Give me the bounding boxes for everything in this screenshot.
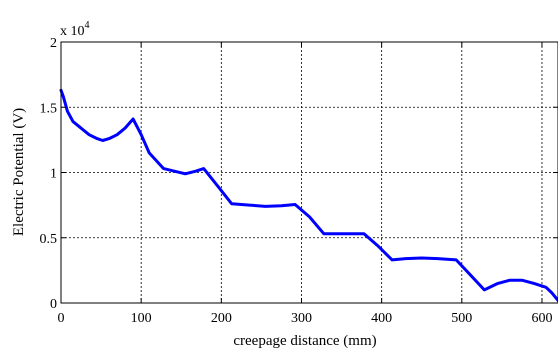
y-tick-label: 1	[50, 167, 57, 182]
series-layer	[59, 88, 558, 302]
x-tick-labels: 0 100 200 300 400 500 600	[58, 311, 553, 326]
y-tick-label: 0.5	[40, 232, 58, 247]
x-tick-label: 400	[371, 311, 392, 326]
y-tick-label: 1.5	[40, 101, 58, 116]
grid	[61, 42, 558, 303]
y-axis-label: Electric Potential (V)	[11, 108, 27, 236]
x-tick-label: 500	[451, 311, 472, 326]
x-axis-label: creepage distance (mm)	[233, 333, 376, 349]
y-multiplier: x 104	[60, 20, 90, 39]
y-multiplier-exponent: 4	[85, 20, 90, 31]
x-tick-label: 600	[531, 311, 552, 326]
x-tick-label: 300	[291, 311, 312, 326]
x-tick-label: 100	[131, 311, 152, 326]
series-line	[59, 88, 558, 302]
y-tick-label: 0	[50, 297, 57, 312]
tick-marks	[60, 41, 558, 304]
x-tick-label: 200	[211, 311, 232, 326]
y-multiplier-base: x 10	[60, 24, 85, 39]
y-tick-labels: 0 0.5 1 1.5 2	[40, 36, 58, 312]
x-tick-label: 0	[58, 311, 65, 326]
y-tick-label: 2	[50, 36, 57, 51]
